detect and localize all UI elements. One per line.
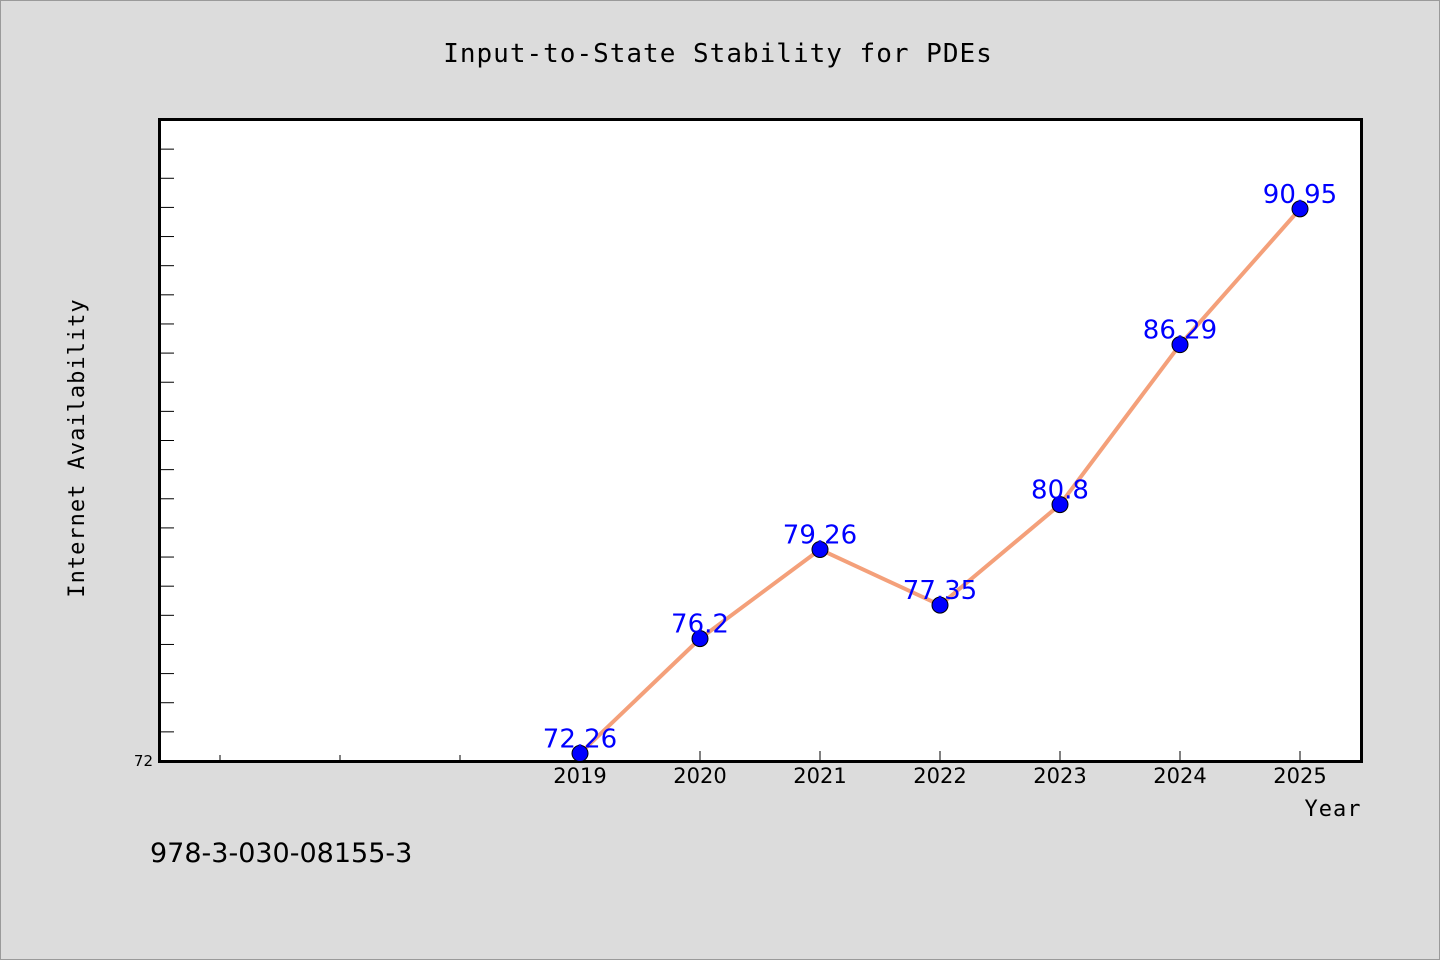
y-tick-label: 72 — [134, 752, 153, 770]
x-axis-label: Year — [1305, 797, 1362, 822]
data-point-marker — [691, 630, 709, 648]
x-tick-label: 2022 — [913, 764, 966, 788]
data-point-marker — [811, 540, 829, 558]
x-axis-ticks: 2019 2020 2021 2022 2023 2024 2025 — [553, 751, 1327, 788]
x-tick-label: 2021 — [793, 764, 846, 788]
data-point-label: 90.95 — [1263, 180, 1337, 210]
data-point-marker — [1291, 200, 1309, 218]
data-point-marker — [571, 744, 589, 762]
x-tick-label: 2020 — [673, 764, 726, 788]
data-point-marker — [1171, 336, 1189, 354]
x-tick-label: 2024 — [1153, 764, 1206, 788]
data-point-label: 86.29 — [1143, 316, 1217, 346]
data-point-label: 76.2 — [671, 610, 729, 640]
series-markers — [571, 200, 1309, 762]
plot-frame — [158, 118, 1363, 763]
data-point-label: 77.35 — [903, 576, 977, 606]
data-point-marker — [1051, 496, 1069, 514]
data-labels: 72.26 76.2 79.26 77.35 80.8 86.29 90.95 — [543, 180, 1337, 755]
x-tick-label: 2025 — [1273, 764, 1326, 788]
chart-title: Input-to-State Stability for PDEs — [443, 39, 993, 69]
plot-area — [159, 119, 1362, 762]
data-point-marker — [931, 596, 949, 614]
data-point-label: 79.26 — [783, 520, 857, 550]
data-point-label: 80.8 — [1031, 476, 1089, 506]
isbn-text: 978-3-030-08155-3 — [150, 838, 412, 869]
y-axis-label: Internet Availability — [65, 298, 90, 597]
data-point-label: 72.26 — [543, 724, 617, 754]
x-tick-label: 2019 — [553, 764, 606, 788]
x-tick-label: 2023 — [1033, 764, 1086, 788]
